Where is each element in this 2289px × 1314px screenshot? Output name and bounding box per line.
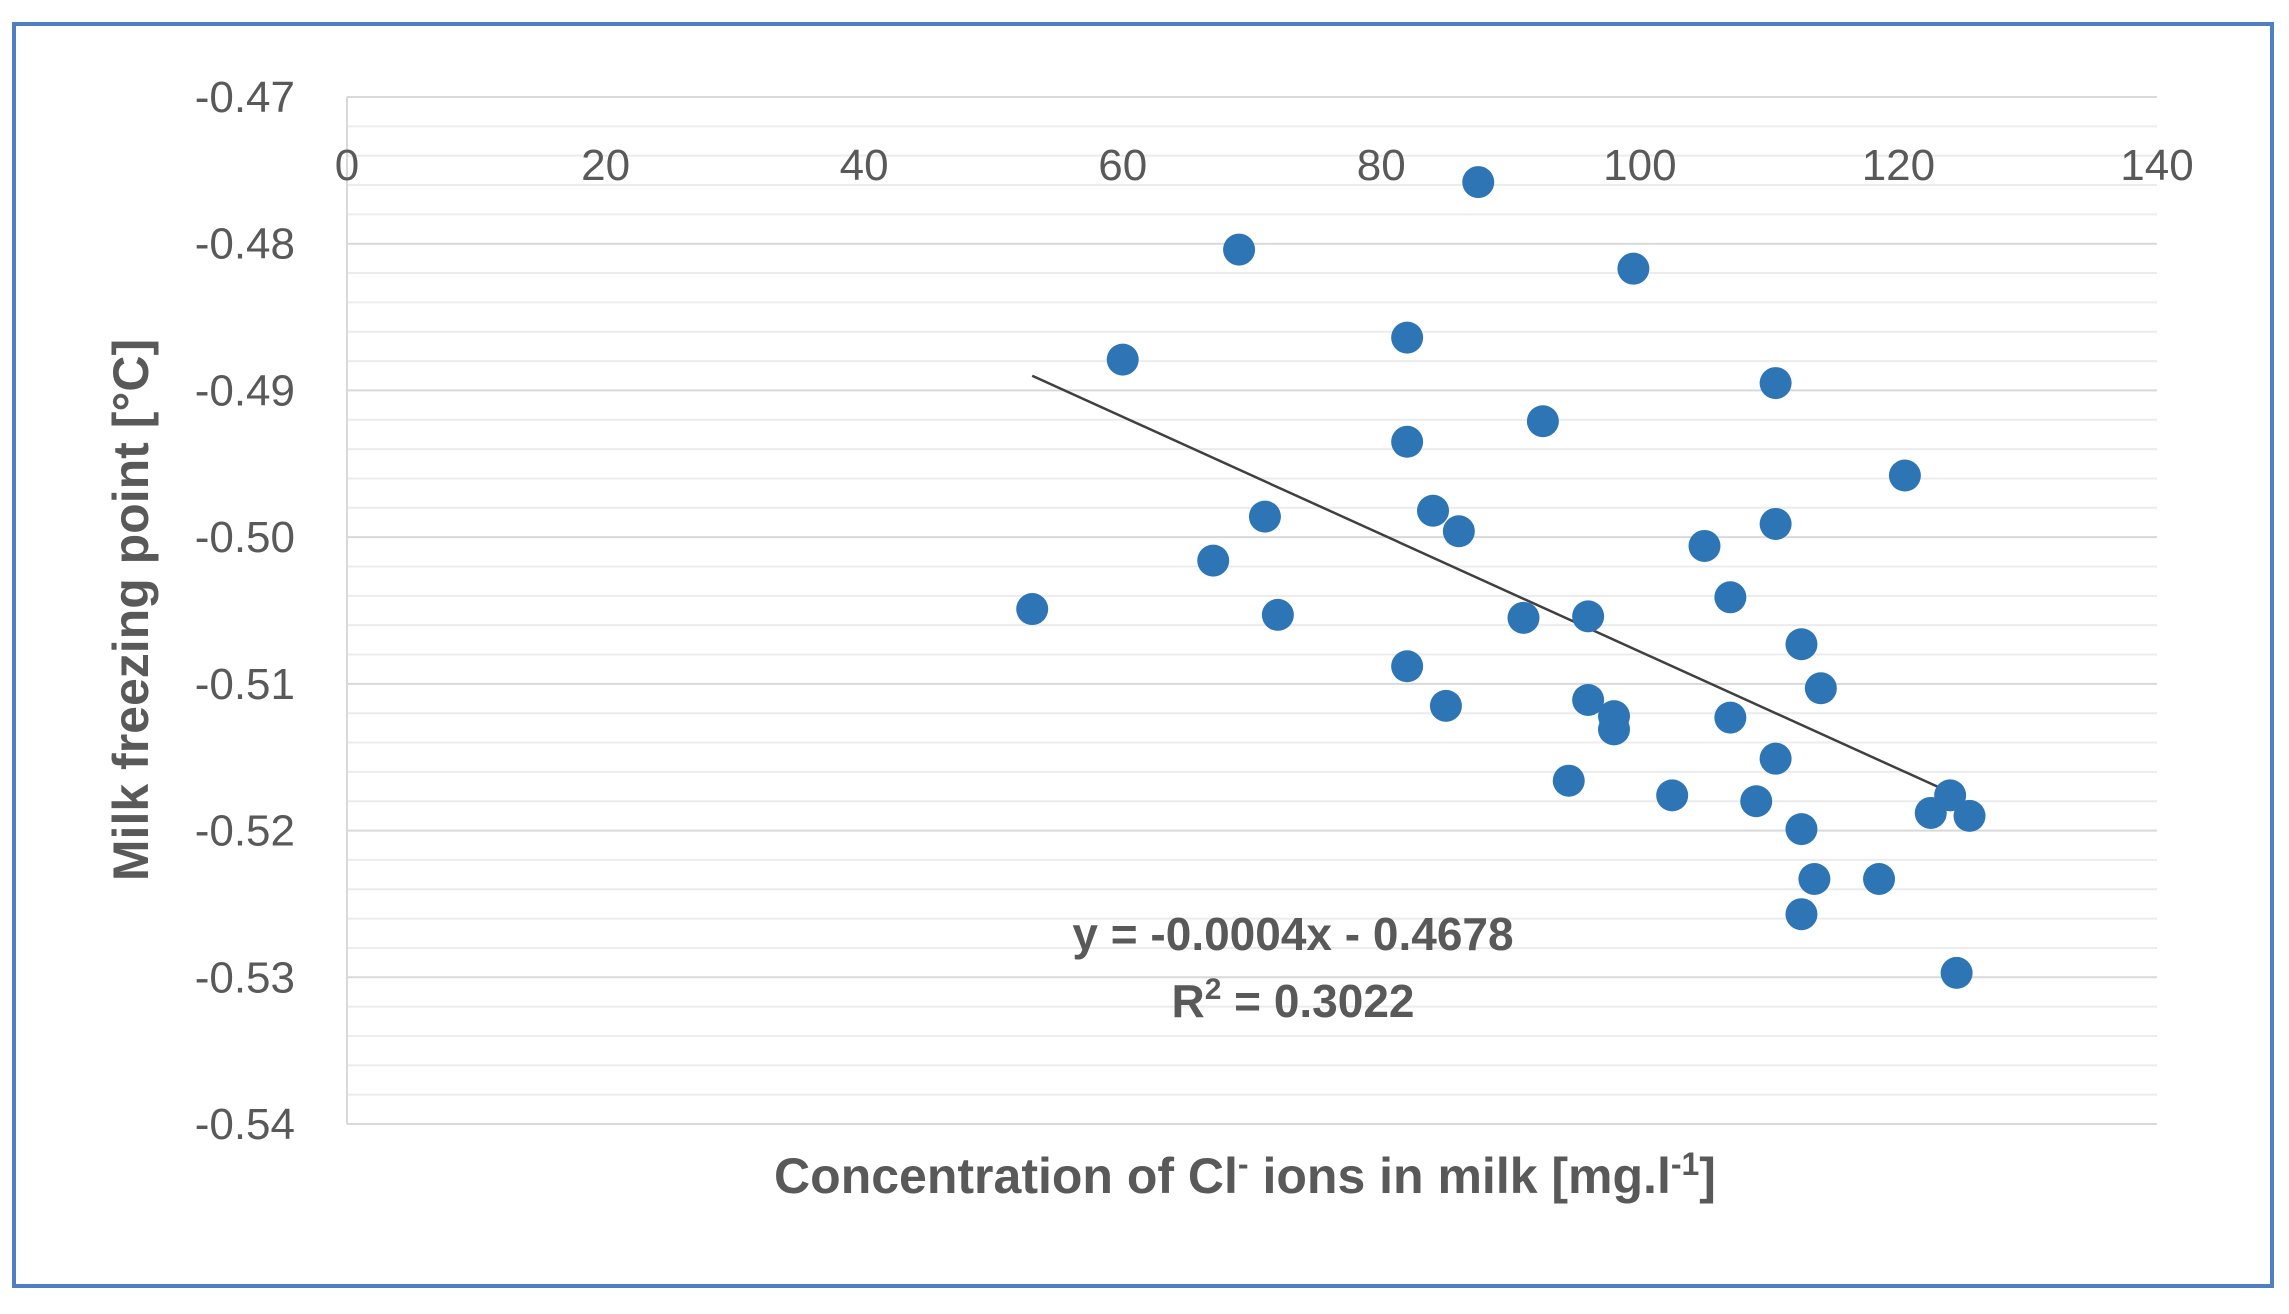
y-tick-labels: -0.47 -0.48 -0.49 -0.50 -0.51 -0.52 -0.53 -0.54 bbox=[195, 73, 295, 1149]
data-point bbox=[1429, 689, 1462, 722]
data-point bbox=[1759, 367, 1792, 400]
data-point bbox=[1785, 628, 1818, 661]
data-point bbox=[1016, 593, 1049, 626]
x-axis-title: Concentration of Cl- ions in milk [mg.l-… bbox=[774, 1146, 1716, 1204]
x-axis-title-prefix: Concentration of Cl bbox=[774, 1148, 1238, 1204]
data-point bbox=[1526, 405, 1559, 438]
data-point bbox=[1714, 701, 1747, 734]
y-tick-label: -0.49 bbox=[195, 366, 295, 415]
data-point bbox=[1106, 343, 1139, 376]
data-point bbox=[1953, 799, 1986, 832]
minor-gridlines bbox=[347, 125, 2157, 1096]
x-tick-label: 80 bbox=[1357, 141, 1406, 190]
data-point bbox=[1934, 779, 1967, 812]
data-point bbox=[1507, 601, 1540, 634]
y-tick-label: -0.53 bbox=[195, 953, 295, 1002]
data-point bbox=[1940, 956, 1973, 989]
data-point bbox=[1248, 500, 1281, 533]
data-point bbox=[1223, 233, 1256, 266]
y-axis-title: Milk freezing point [°C] bbox=[103, 339, 159, 881]
data-point bbox=[1552, 764, 1585, 797]
x-tick-label: 20 bbox=[581, 141, 630, 190]
data-points bbox=[1016, 166, 1986, 989]
data-point bbox=[1688, 529, 1721, 562]
x-tick-label: 120 bbox=[1862, 141, 1935, 190]
data-point bbox=[1888, 459, 1921, 492]
data-point bbox=[1197, 544, 1230, 577]
data-point bbox=[1462, 166, 1495, 199]
data-point bbox=[1391, 425, 1424, 458]
x-tick-label: 40 bbox=[840, 141, 889, 190]
r-squared-superscript: 2 bbox=[1205, 973, 1222, 1006]
data-point bbox=[1798, 862, 1831, 895]
x-tick-label: 100 bbox=[1603, 141, 1676, 190]
r-squared-label: R2 = 0.3022 bbox=[1171, 973, 1414, 1027]
data-point bbox=[1804, 672, 1837, 705]
r-squared-base: R bbox=[1171, 975, 1204, 1027]
data-point bbox=[1740, 785, 1773, 818]
x-axis-title-suffix: ] bbox=[1699, 1148, 1716, 1204]
data-point bbox=[1391, 321, 1424, 354]
x-axis-title-superscript-unit: -1 bbox=[1671, 1146, 1699, 1182]
trendline-group bbox=[1031, 374, 1964, 800]
y-tick-label: -0.54 bbox=[195, 1100, 295, 1149]
data-point bbox=[1785, 813, 1818, 846]
data-point bbox=[1261, 598, 1294, 631]
x-tick-label: 140 bbox=[2120, 141, 2193, 190]
trendline bbox=[1031, 374, 1964, 800]
y-tick-label: -0.50 bbox=[195, 513, 295, 562]
data-point bbox=[1391, 650, 1424, 683]
x-tick-label: 60 bbox=[1098, 141, 1147, 190]
data-point bbox=[1442, 515, 1475, 548]
x-tick-labels: 0 20 40 60 80 100 120 140 bbox=[335, 141, 2194, 190]
y-tick-label: -0.47 bbox=[195, 73, 295, 122]
y-tick-label: -0.52 bbox=[195, 807, 295, 856]
data-point bbox=[1417, 494, 1449, 527]
data-point bbox=[1656, 779, 1689, 812]
x-tick-label: 0 bbox=[335, 141, 359, 190]
data-point bbox=[1785, 898, 1818, 931]
x-axis-title-superscript: - bbox=[1238, 1146, 1249, 1182]
data-point bbox=[1714, 581, 1747, 614]
r-squared-value: = 0.3022 bbox=[1221, 975, 1414, 1027]
data-point bbox=[1617, 252, 1650, 285]
y-tick-label: -0.51 bbox=[195, 660, 295, 709]
x-axis-title-middle: ions in milk [mg.l bbox=[1249, 1148, 1671, 1204]
data-point bbox=[1598, 713, 1630, 746]
y-tick-label: -0.48 bbox=[195, 220, 295, 269]
major-gridlines bbox=[347, 96, 2157, 1125]
data-point bbox=[1572, 683, 1605, 716]
data-point bbox=[1863, 862, 1896, 895]
data-point bbox=[1572, 600, 1605, 633]
data-point bbox=[1759, 507, 1792, 540]
trendline-equation: y = -0.0004x - 0.4678 bbox=[1072, 908, 1513, 960]
data-point bbox=[1759, 742, 1792, 775]
